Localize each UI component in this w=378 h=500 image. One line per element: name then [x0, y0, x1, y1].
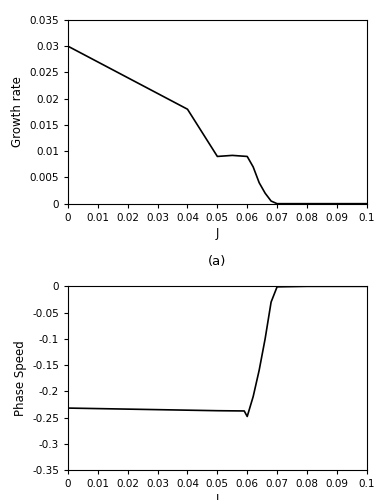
X-axis label: J: J [216, 493, 219, 500]
X-axis label: J: J [216, 227, 219, 240]
Y-axis label: Growth rate: Growth rate [11, 76, 24, 148]
Text: (a): (a) [208, 255, 226, 268]
Y-axis label: Phase Speed: Phase Speed [14, 340, 26, 416]
